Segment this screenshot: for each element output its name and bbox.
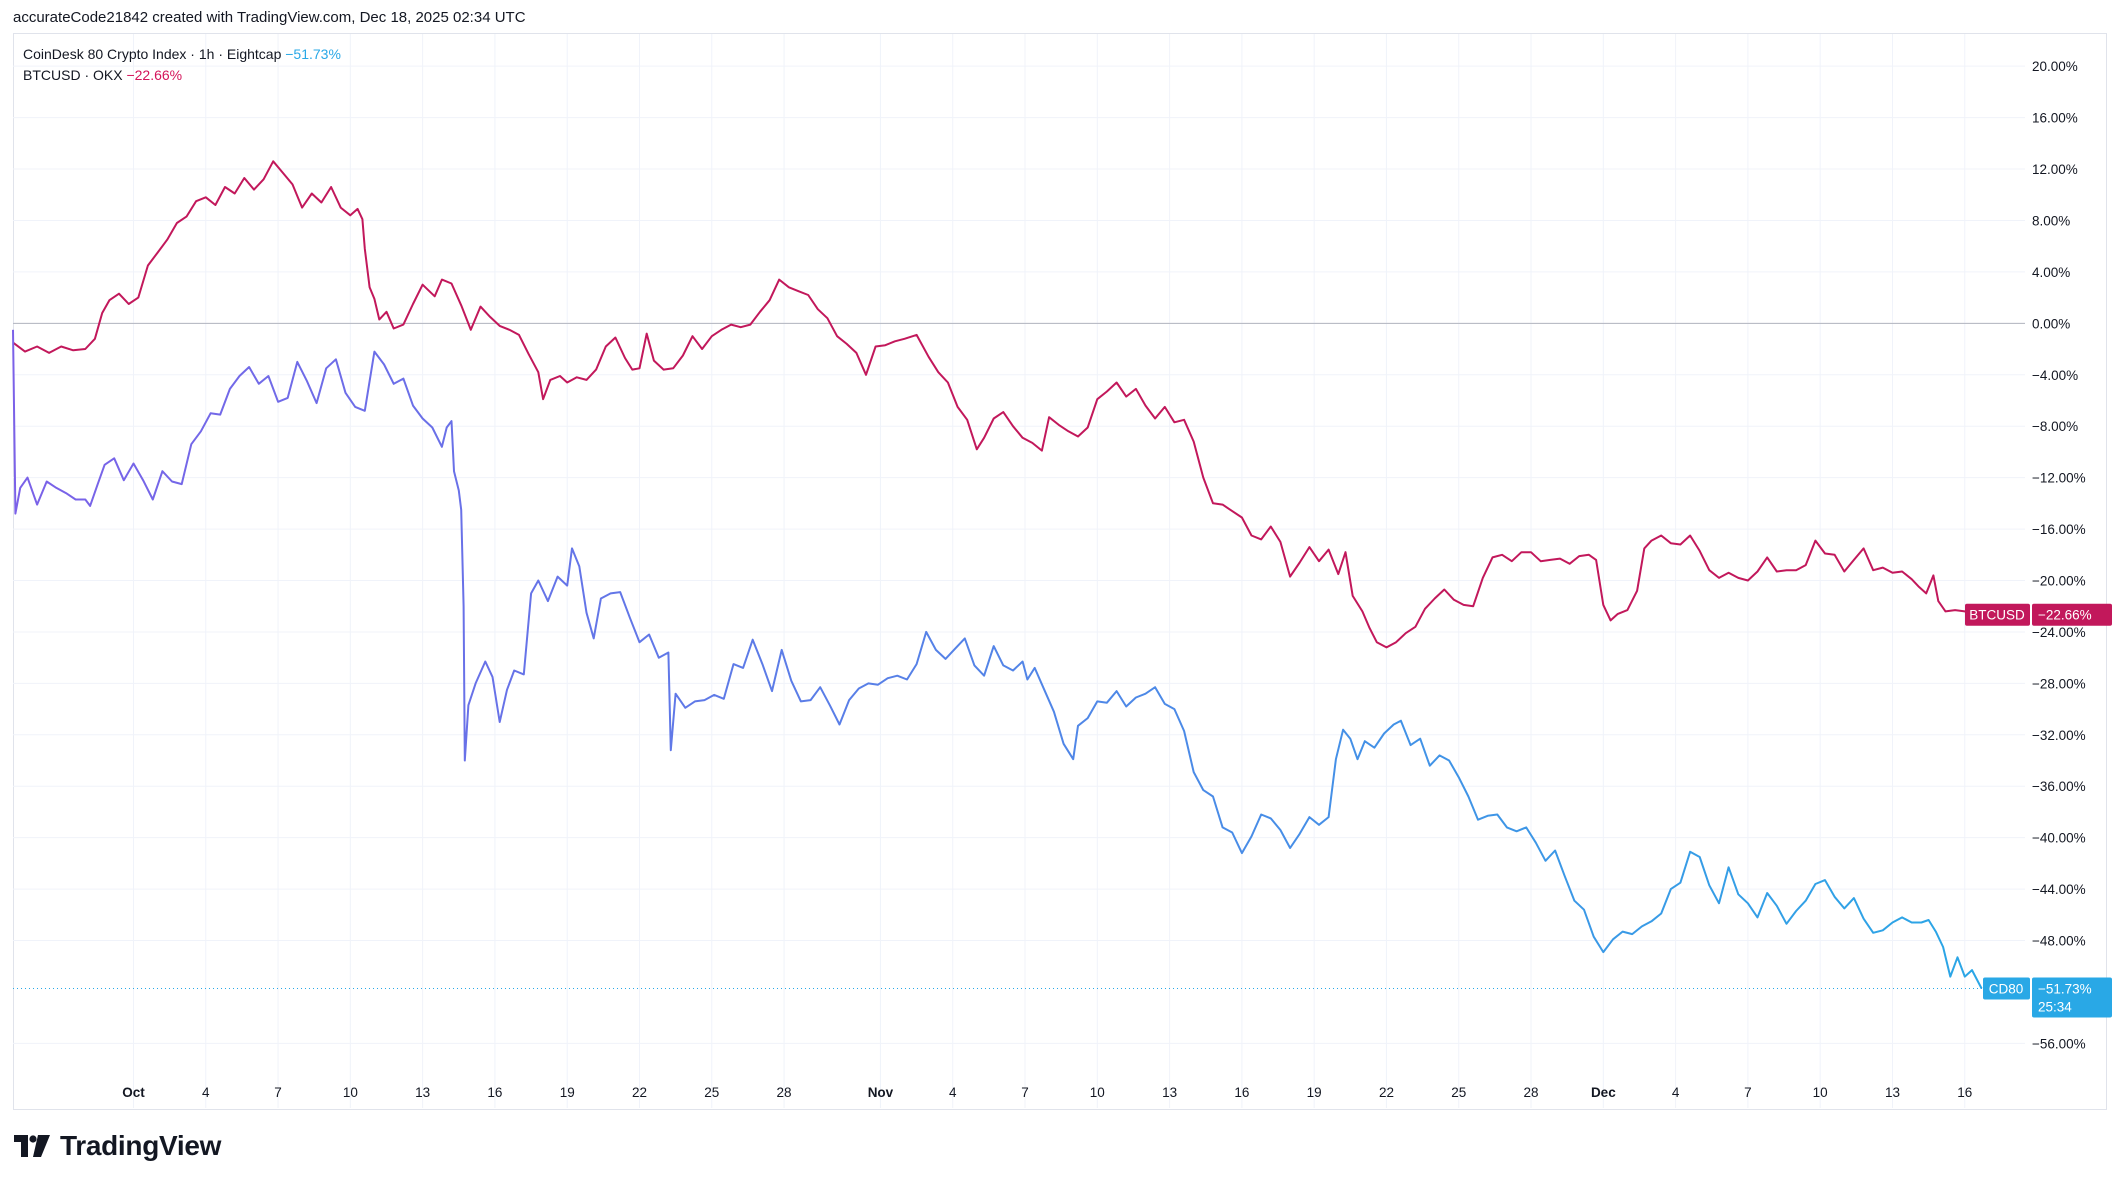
- y-tick-label: 8.00%: [2032, 213, 2070, 228]
- tradingview-logo[interactable]: TradingView: [14, 1128, 221, 1164]
- x-tick-label: 4: [1672, 1085, 1680, 1100]
- legend-value-cd80: −51.73%: [285, 46, 341, 62]
- series-line-btcusd[interactable]: [12, 160, 1982, 649]
- x-tick-label: 7: [274, 1085, 282, 1100]
- btcusd-tag-value-bg: [2032, 603, 2112, 626]
- y-tick-label: −36.00%: [2032, 779, 2086, 794]
- legend-symbol-btcusd[interactable]: BTCUSD · OKX: [23, 67, 123, 83]
- y-tick-label: −24.00%: [2032, 625, 2086, 640]
- btcusd-tag-label: BTCUSD: [1969, 608, 2025, 623]
- y-tick-label: −40.00%: [2032, 831, 2086, 846]
- cd80-tag-value: −51.73%: [2038, 982, 2092, 997]
- x-tick-label: Dec: [1591, 1085, 1616, 1100]
- y-tick-label: −44.00%: [2032, 882, 2086, 897]
- price-tags: BTCUSD −22.66% CD80 −51.73% 25:34: [1965, 603, 2112, 1018]
- x-tick-label: 13: [1885, 1085, 1900, 1100]
- y-tick-label: 4.00%: [2032, 265, 2070, 280]
- x-tick-label: 16: [1234, 1085, 1249, 1100]
- y-tick-label: −32.00%: [2032, 728, 2086, 743]
- x-tick-label: Oct: [122, 1085, 145, 1100]
- btcusd-tag-value: −22.66%: [2038, 608, 2092, 623]
- x-tick-label: 7: [1021, 1085, 1029, 1100]
- series-line-cd80[interactable]: [12, 329, 1983, 989]
- reference-lines: [13, 322, 2025, 990]
- y-tick-label: −20.00%: [2032, 574, 2086, 589]
- x-tick-label: 22: [1379, 1085, 1394, 1100]
- legend-value-btcusd: −22.66%: [126, 67, 183, 83]
- x-tick-label: 16: [1957, 1085, 1972, 1100]
- btcusd-price-tag: BTCUSD −22.66%: [1965, 603, 2112, 626]
- x-tick-label: 13: [415, 1085, 430, 1100]
- y-tick-label: −4.00%: [2032, 368, 2078, 383]
- x-tick-label: 22: [632, 1085, 647, 1100]
- x-tick-label: 7: [1744, 1085, 1752, 1100]
- x-tick-label: 25: [1451, 1085, 1466, 1100]
- x-tick-label: 4: [202, 1085, 210, 1100]
- y-tick-label: −56.00%: [2032, 1036, 2086, 1051]
- x-tick-label: 19: [1307, 1085, 1322, 1100]
- cd80-price-tag: CD80 −51.73% 25:34: [1983, 977, 2112, 1018]
- cd80-tag-label: CD80: [1989, 982, 2024, 997]
- chart-credit: accurateCode21842 created with TradingVi…: [13, 9, 526, 26]
- x-tick-label: 10: [1090, 1085, 1105, 1100]
- x-tick-label: Nov: [868, 1085, 894, 1100]
- x-tick-label: 13: [1162, 1085, 1177, 1100]
- y-tick-label: −48.00%: [2032, 934, 2086, 949]
- btcusd-tag-label-bg: [1965, 603, 2030, 626]
- tradingview-logo-icon: [14, 1135, 50, 1157]
- y-axis[interactable]: 20.00% 16.00% 12.00% 8.00% 4.00% 0.00% −4.00% −…: [2032, 59, 2086, 1051]
- y-tick-label: 20.00%: [2032, 59, 2078, 74]
- cd80-tag-label-bg: [1983, 977, 2030, 1000]
- y-tick-label: −12.00%: [2032, 471, 2086, 486]
- tradingview-wordmark: TradingView: [60, 1130, 222, 1161]
- y-tick-label: −8.00%: [2032, 419, 2078, 434]
- chart-frame[interactable]: [13, 33, 2107, 1110]
- x-tick-label: 10: [1813, 1085, 1828, 1100]
- x-tick-label: 28: [777, 1085, 792, 1100]
- chart-legend: CoinDesk 80 Crypto Index · 1h · Eightcap…: [23, 44, 341, 86]
- grid-lines: [13, 34, 2025, 1108]
- cd80-tag-value-bg: [2032, 977, 2112, 1018]
- legend-row-cd80[interactable]: CoinDesk 80 Crypto Index · 1h · Eightcap…: [23, 44, 341, 65]
- y-tick-label: 12.00%: [2032, 162, 2078, 177]
- y-tick-label: 16.00%: [2032, 111, 2078, 126]
- x-tick-label: 28: [1524, 1085, 1539, 1100]
- y-tick-label: −16.00%: [2032, 522, 2086, 537]
- legend-row-btcusd[interactable]: BTCUSD · OKX −22.66%: [23, 65, 341, 86]
- y-tick-label: 0.00%: [2032, 316, 2070, 331]
- x-tick-label: 25: [704, 1085, 719, 1100]
- y-tick-label: −28.00%: [2032, 676, 2086, 691]
- x-tick-label: 19: [560, 1085, 575, 1100]
- x-tick-label: 10: [343, 1085, 358, 1100]
- x-tick-label: 4: [949, 1085, 957, 1100]
- series-lines: [12, 160, 1983, 989]
- x-axis[interactable]: Oct 4 7 10 13 16 19 22 25 28 Nov 4 7 10 13 16 19 22 25 28 De…: [122, 1085, 1972, 1100]
- x-tick-label: 16: [487, 1085, 502, 1100]
- cd80-bar-countdown: 25:34: [2038, 1000, 2072, 1015]
- legend-symbol-cd80[interactable]: CoinDesk 80 Crypto Index · 1h · Eightcap: [23, 46, 282, 62]
